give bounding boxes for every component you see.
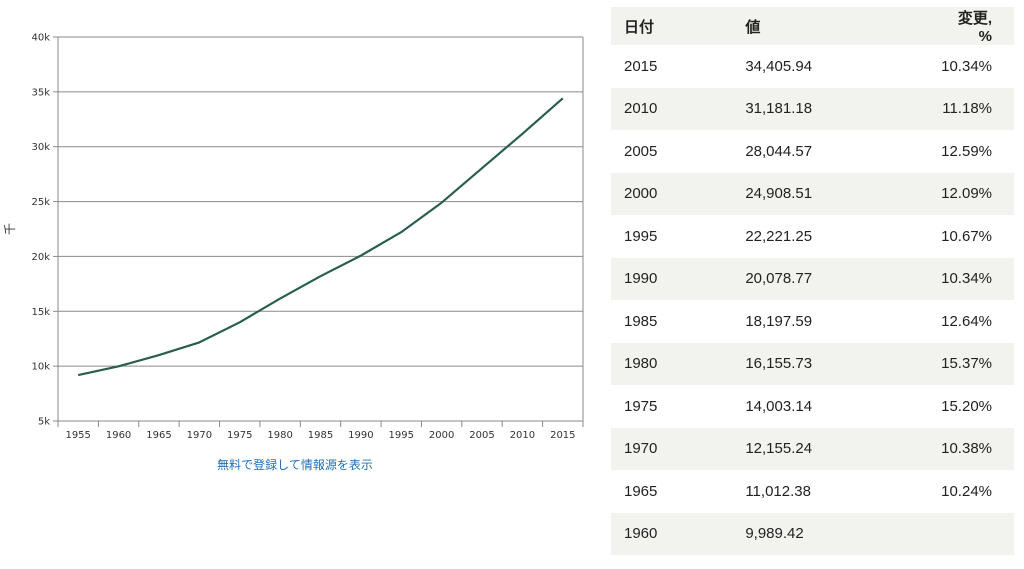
header-value: 値 (732, 7, 929, 45)
cell-change: 10.34% (928, 257, 1014, 300)
x-tick-label: 2000 (429, 430, 454, 441)
cell-date: 1980 (611, 342, 733, 385)
table-row: 1965 11,012.38 10.24% (611, 470, 1014, 513)
line-chart: 5k 10k 15k 20k 25k 30k 35k 40k 1955 1960 1965 1970… (3, 33, 584, 441)
x-tick-label: 1985 (308, 430, 333, 441)
cell-value: 22,221.25 (745, 227, 813, 245)
cell-change (928, 512, 1014, 555)
table-row: 2010 31,181.18 11.18% (611, 87, 1014, 130)
cell-date: 1985 (624, 312, 658, 330)
cell-value: 16,155.73 (732, 342, 929, 385)
x-tick-label: 1990 (348, 430, 373, 441)
x-tick-label: 1975 (227, 430, 252, 441)
cell-value: 9,989.42 (732, 512, 929, 555)
cell-date: 1995 (624, 227, 658, 245)
cell-change: 10.38% (928, 427, 1014, 470)
y-axis-ticks: 5k 10k 15k 20k 25k 30k 35k 40k (31, 33, 58, 428)
header-date: 日付 (611, 7, 733, 45)
cell-change: 10.24% (941, 482, 992, 500)
cell-change: 12.09% (928, 172, 1014, 215)
cell-value: 18,197.59 (745, 312, 813, 330)
chart-axes (57, 37, 584, 422)
cell-change: 15.37% (928, 342, 1014, 385)
table-row: 2005 28,044.57 12.59% (611, 130, 1014, 173)
cell-date: 2000 (611, 172, 733, 215)
x-tick-label: 2015 (550, 430, 575, 441)
cell-value: 34,405.94 (745, 57, 813, 75)
y-tick-label: 35k (31, 87, 50, 98)
y-tick-label: 15k (31, 307, 50, 318)
y-tick-label: 30k (31, 142, 50, 153)
table-row: 2000 24,908.51 12.09% (611, 172, 1014, 215)
table-row: 1990 20,078.77 10.34% (611, 257, 1014, 300)
cell-value: 31,181.18 (732, 87, 929, 130)
cell-date: 1975 (624, 397, 658, 415)
cell-date: 2010 (611, 87, 733, 130)
x-tick-label: 2010 (510, 430, 535, 441)
cell-change: 12.64% (941, 312, 992, 330)
series-line (77, 97, 564, 377)
cell-date: 1990 (611, 257, 733, 300)
y-tick-label: 5k (38, 417, 50, 428)
y-axis-label: 千 (3, 223, 17, 235)
cell-date: 1960 (611, 512, 733, 555)
cell-change: 10.67% (941, 227, 992, 245)
cell-date: 2015 (624, 57, 658, 75)
cell-change: 10.34% (941, 57, 992, 75)
chart-svg: 5k 10k 15k 20k 25k 30k 35k 40k 1955 1960 1965 1970… (3, 33, 584, 441)
y-tick-label: 20k (31, 252, 50, 263)
y-tick-label: 10k (31, 362, 50, 373)
cell-value: 28,044.57 (745, 142, 813, 160)
y-tick-label: 25k (31, 197, 50, 208)
cell-change: 11.18% (928, 87, 1014, 130)
x-tick-label: 1955 (65, 430, 90, 441)
table-row: 1975 14,003.14 15.20% (611, 385, 1014, 428)
cell-change: 15.20% (941, 397, 992, 415)
x-axis-ticks: 1955 1960 1965 1970 1975 1980 1985 1990 1995 2000… (57, 421, 584, 441)
table-row: 1980 16,155.73 15.37% (611, 342, 1014, 385)
table-row: 1960 9,989.42 (611, 512, 1014, 555)
cell-date: 1970 (611, 427, 733, 470)
chart-grid (58, 36, 583, 422)
cell-date: 1965 (624, 482, 658, 500)
table-header-row: 日付 値 変更, % (611, 7, 1014, 45)
x-tick-label: 1995 (389, 430, 414, 441)
x-tick-label: 1965 (146, 430, 171, 441)
cell-value: 12,155.24 (732, 427, 929, 470)
x-tick-label: 2005 (469, 430, 494, 441)
x-tick-label: 1970 (187, 430, 212, 441)
cell-date: 2005 (624, 142, 658, 160)
data-table: 日付 値 変更, % 2015 34,405.94 10.34% 2010 31,181… (611, 7, 1014, 555)
x-tick-label: 1980 (267, 430, 292, 441)
y-tick-label: 40k (31, 33, 50, 44)
cell-change: 12.59% (941, 142, 992, 160)
cell-value: 24,908.51 (732, 172, 929, 215)
x-tick-label: 1960 (106, 430, 131, 441)
cell-value: 11,012.38 (745, 482, 811, 500)
view-source-link[interactable]: 無料で登録して情報源を表示 (217, 458, 373, 472)
table-row: 1985 18,197.59 12.64% (611, 300, 1014, 343)
table-row: 2015 34,405.94 10.34% (611, 45, 1014, 88)
header-change: 変更, % (928, 7, 1014, 45)
table-row: 1995 22,221.25 10.67% (611, 215, 1014, 258)
cell-value: 20,078.77 (732, 257, 929, 300)
table-row: 1970 12,155.24 10.38% (611, 427, 1014, 470)
table-body: 2015 34,405.94 10.34% 2010 31,181.18 11.18% 20… (611, 45, 1014, 555)
series-line-group (77, 97, 564, 377)
cell-value: 14,003.14 (745, 397, 813, 415)
